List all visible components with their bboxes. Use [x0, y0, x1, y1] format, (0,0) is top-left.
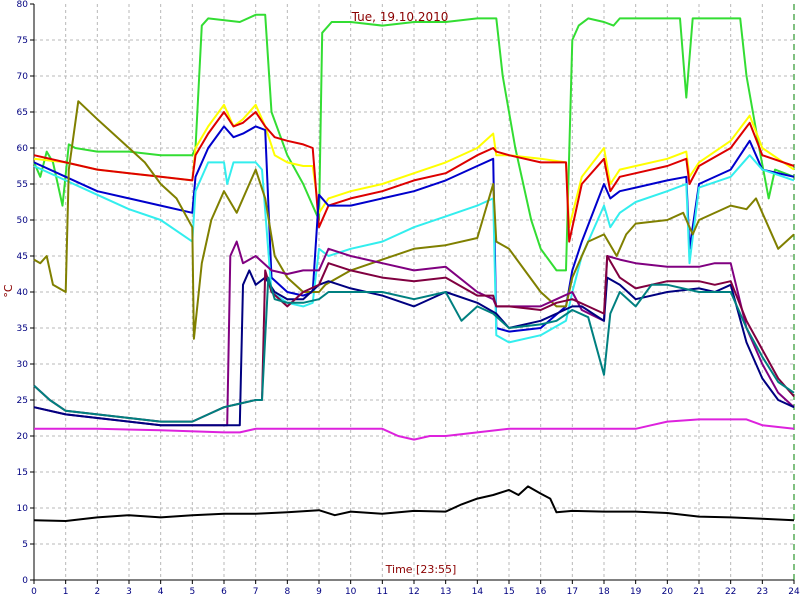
- series-line-12: [33, 485, 795, 522]
- y-tick-label: 25: [17, 396, 28, 406]
- x-tick-label: 0: [31, 587, 37, 597]
- x-tick-label: 7: [253, 587, 259, 597]
- y-tick-label: 20: [17, 432, 29, 442]
- x-tick-label: 14: [472, 587, 484, 597]
- y-tick-label: 45: [17, 252, 28, 262]
- x-tick-label: 2: [94, 587, 100, 597]
- y-tick-label: 35: [17, 324, 28, 334]
- y-tick-label: 75: [17, 36, 28, 46]
- chart-title: Tue, 19.10.2010: [351, 10, 449, 24]
- y-tick-label: 65: [17, 108, 28, 118]
- x-tick-label: 1: [63, 587, 69, 597]
- y-tick-label: 10: [17, 504, 29, 514]
- series-line-11: [34, 418, 795, 441]
- x-tick-label: 11: [377, 587, 388, 597]
- y-tick-label: 5: [22, 540, 28, 550]
- series-group: [33, 13, 795, 522]
- series-line-4: [33, 125, 795, 333]
- x-tick-label: 6: [221, 587, 227, 597]
- x-tick-label: 15: [503, 587, 514, 597]
- x-tick-label: 22: [725, 587, 736, 597]
- y-tick-label: 55: [17, 180, 28, 190]
- x-tick-label: 24: [788, 587, 800, 597]
- x-tick-label: 21: [693, 587, 704, 597]
- y-tick-label: 15: [17, 468, 28, 478]
- x-tick-label: 12: [408, 587, 419, 597]
- series-line-1: [33, 13, 795, 272]
- x-axis-label: Time [23:55]: [385, 563, 457, 576]
- y-axis-label: °C: [2, 284, 15, 298]
- x-tick-label: 17: [567, 587, 578, 597]
- series-line-3: [33, 111, 795, 243]
- y-tick-label: 80: [17, 0, 29, 10]
- y-tick-label: 50: [17, 216, 29, 226]
- x-tick-label: 3: [126, 587, 132, 597]
- y-tick-label: 60: [17, 144, 29, 154]
- x-tick-label: 8: [284, 587, 290, 597]
- series-line-6: [33, 100, 795, 340]
- x-tick-label: 4: [158, 587, 164, 597]
- x-tick-label: 5: [189, 587, 195, 597]
- x-tick-label: 18: [598, 587, 610, 597]
- series-line-2: [33, 103, 795, 229]
- x-tick-label: 20: [662, 587, 674, 597]
- series-line-10: [33, 276, 795, 423]
- y-tick-label: 30: [17, 360, 29, 370]
- x-tick-label: 13: [440, 587, 451, 597]
- axes: [30, 3, 795, 584]
- tick-labels: 0 1 2 3 4 5 6 7 8 9 10 11 12 13 14 15 16 17 18 19 20 21 22 23 24…: [17, 0, 800, 597]
- x-tick-label: 23: [757, 587, 768, 597]
- x-tick-label: 19: [630, 587, 642, 597]
- x-tick-label: 16: [535, 587, 547, 597]
- y-tick-label: 0: [22, 576, 28, 586]
- series-line-8: [33, 269, 795, 427]
- y-tick-label: 40: [17, 288, 29, 298]
- x-tick-label: 10: [345, 587, 357, 597]
- x-tick-label: 9: [316, 587, 322, 597]
- y-tick-label: 70: [17, 72, 29, 82]
- series-line-5: [33, 154, 795, 344]
